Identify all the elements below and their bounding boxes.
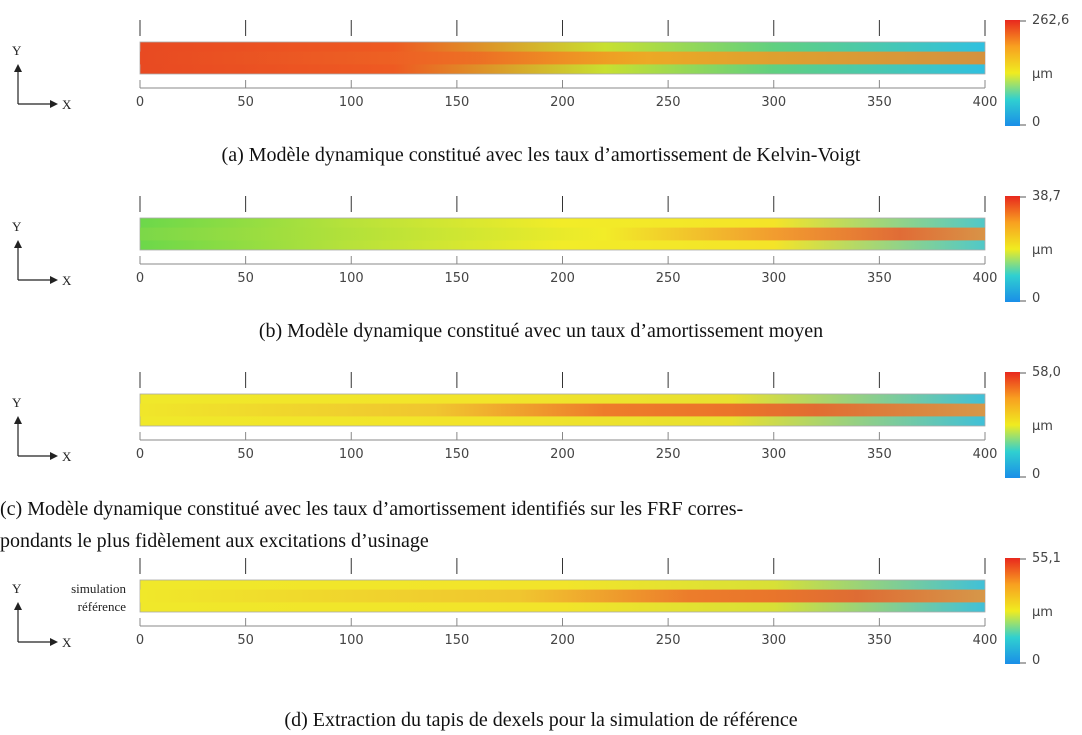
colorbar xyxy=(1005,558,1020,664)
x-tick-label: 100 xyxy=(339,447,364,462)
y-arrowhead xyxy=(14,416,22,424)
strip-band xyxy=(140,227,985,241)
x-tick-label: 150 xyxy=(444,447,469,462)
x-tick-label: 0 xyxy=(136,633,144,648)
colorbar-unit: µm xyxy=(1032,419,1053,434)
panel: 0 50 100 150 200 250 300 350 400 55,1 µm 0 Y Xsimulat… xyxy=(12,551,1061,668)
colorbar xyxy=(1005,372,1020,478)
panel: 0 50 100 150 200 250 300 350 400 38,7 µm 0 Y X xyxy=(12,189,1061,306)
x-tick-label: 300 xyxy=(761,271,786,286)
x-tick-label: 300 xyxy=(761,95,786,110)
panel: 0 50 100 150 200 250 300 350 400 58,0 µm 0 Y X xyxy=(12,365,1061,482)
x-tick-label: 50 xyxy=(237,633,254,648)
y-label: Y xyxy=(12,219,22,234)
caption: (c) Modèle dynamique constitué avec les … xyxy=(0,498,744,520)
x-tick-label: 200 xyxy=(550,633,575,648)
strip-band xyxy=(140,589,985,603)
colorbar-unit: µm xyxy=(1032,605,1053,620)
x-tick-label: 300 xyxy=(761,447,786,462)
colorbar-min: 0 xyxy=(1032,291,1040,306)
colorbar-max: 38,7 xyxy=(1032,189,1061,204)
y-arrowhead xyxy=(14,240,22,248)
caption: (d) Extraction du tapis de dexels pour l… xyxy=(284,709,798,731)
x-tick-label: 350 xyxy=(867,633,892,648)
caption: pondants le plus fidèlement aux excitati… xyxy=(0,530,429,552)
x-tick-label: 350 xyxy=(867,95,892,110)
x-arrowhead xyxy=(50,452,58,460)
colorbar-unit: µm xyxy=(1032,243,1053,258)
strip-band xyxy=(140,403,985,417)
y-label: Y xyxy=(12,43,22,58)
caption: (a) Modèle dynamique constitué avec les … xyxy=(221,144,861,166)
x-tick-label: 100 xyxy=(339,95,364,110)
x-tick-label: 200 xyxy=(550,95,575,110)
x-label: X xyxy=(62,273,72,288)
x-arrowhead xyxy=(50,276,58,284)
x-tick-label: 50 xyxy=(237,271,254,286)
x-tick-label: 150 xyxy=(444,633,469,648)
panel: 0 50 100 150 200 250 300 350 400 262,6 µm 0 Y X xyxy=(12,13,1069,130)
colorbar-unit: µm xyxy=(1032,67,1053,82)
x-tick-label: 350 xyxy=(867,271,892,286)
strip-band xyxy=(140,51,985,65)
x-tick-label: 250 xyxy=(656,447,681,462)
x-arrowhead xyxy=(50,100,58,108)
x-tick-label: 100 xyxy=(339,633,364,648)
colorbar xyxy=(1005,20,1020,126)
colorbar-max: 55,1 xyxy=(1032,551,1061,566)
colorbar-max: 262,6 xyxy=(1032,13,1069,28)
strip-label: simulation xyxy=(71,581,126,596)
x-arrowhead xyxy=(50,638,58,646)
x-tick-label: 250 xyxy=(656,95,681,110)
x-tick-label: 200 xyxy=(550,271,575,286)
x-label: X xyxy=(62,97,72,112)
strip-label: référence xyxy=(78,599,127,614)
x-tick-label: 350 xyxy=(867,447,892,462)
x-tick-label: 150 xyxy=(444,271,469,286)
caption: (b) Modèle dynamique constitué avec un t… xyxy=(258,320,824,342)
colorbar-min: 0 xyxy=(1032,115,1040,130)
colorbar-min: 0 xyxy=(1032,653,1040,668)
x-tick-label: 250 xyxy=(656,271,681,286)
x-tick-label: 400 xyxy=(973,633,998,648)
x-label: X xyxy=(62,449,72,464)
colorbar xyxy=(1005,196,1020,302)
x-tick-label: 0 xyxy=(136,447,144,462)
x-tick-label: 0 xyxy=(136,271,144,286)
colorbar-min: 0 xyxy=(1032,467,1040,482)
x-tick-label: 300 xyxy=(761,633,786,648)
y-arrowhead xyxy=(14,64,22,72)
y-arrowhead xyxy=(14,602,22,610)
x-tick-label: 50 xyxy=(237,95,254,110)
x-tick-label: 400 xyxy=(973,95,998,110)
y-label: Y xyxy=(12,581,22,596)
x-tick-label: 100 xyxy=(339,271,364,286)
x-tick-label: 0 xyxy=(136,95,144,110)
x-tick-label: 250 xyxy=(656,633,681,648)
x-tick-label: 200 xyxy=(550,447,575,462)
x-tick-label: 400 xyxy=(973,447,998,462)
x-tick-label: 150 xyxy=(444,95,469,110)
x-tick-label: 50 xyxy=(237,447,254,462)
x-tick-label: 400 xyxy=(973,271,998,286)
colorbar-max: 58,0 xyxy=(1032,365,1061,380)
x-label: X xyxy=(62,635,72,650)
y-label: Y xyxy=(12,395,22,410)
